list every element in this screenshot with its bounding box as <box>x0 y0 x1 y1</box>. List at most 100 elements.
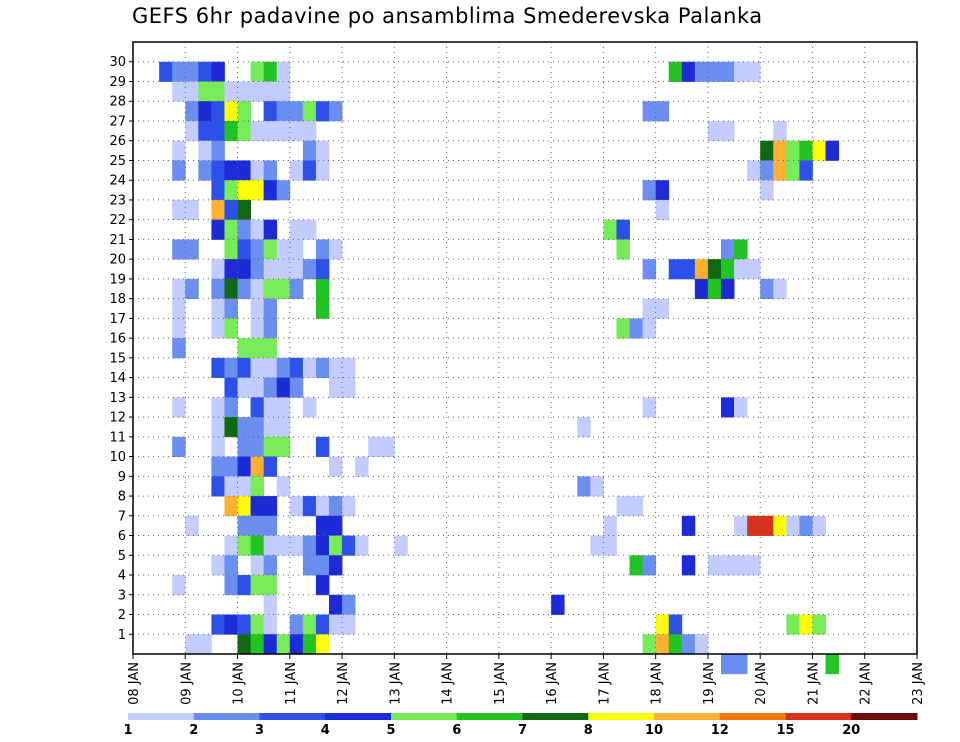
heatmap-cell <box>263 338 278 359</box>
legend-label: 12 <box>711 723 729 738</box>
heatmap-cell <box>812 614 826 635</box>
heatmap-cell <box>289 614 304 635</box>
heatmap-cell <box>289 120 304 142</box>
heatmap-cell <box>211 140 225 161</box>
heatmap-cell <box>302 259 317 280</box>
heatmap-cell <box>224 555 238 576</box>
heatmap-cell <box>289 101 304 122</box>
legend-label: 20 <box>842 723 860 738</box>
heatmap-cell <box>760 160 774 181</box>
heatmap-cell <box>590 476 604 497</box>
heatmap-cell <box>315 436 330 457</box>
legend-swatch <box>128 713 195 720</box>
heatmap-cell <box>276 101 291 122</box>
heatmap-cell <box>734 555 748 576</box>
heatmap-cell <box>577 476 591 497</box>
y-tick-label: 13 <box>109 391 126 406</box>
heatmap-cell <box>342 496 356 517</box>
legend-label: 15 <box>776 723 794 738</box>
heatmap-cell <box>315 101 330 122</box>
heatmap-cell <box>812 515 826 536</box>
heatmap-cell <box>289 496 304 517</box>
heatmap-cell <box>276 180 291 201</box>
heatmap-cell <box>172 239 186 260</box>
y-tick-label: 23 <box>109 193 126 208</box>
heatmap-cell <box>250 614 265 635</box>
x-tick-label: 23 JAN <box>911 662 926 705</box>
y-tick-label: 30 <box>109 55 126 70</box>
heatmap-cell <box>250 120 265 142</box>
heatmap-cell <box>629 555 643 576</box>
heatmap-cell <box>211 476 225 497</box>
heatmap-cell <box>263 101 278 122</box>
heatmap-cell <box>211 298 225 319</box>
legend-swatch <box>719 713 786 720</box>
heatmap-cell <box>224 219 238 240</box>
heatmap-cell <box>263 278 278 300</box>
heatmap-cell <box>237 614 251 635</box>
heatmap-cell <box>760 180 774 201</box>
y-tick-label: 27 <box>109 114 126 129</box>
heatmap-cell <box>642 259 657 280</box>
heatmap-cell <box>250 160 265 181</box>
heatmap-cell <box>655 298 670 319</box>
heatmap-cell <box>263 298 278 319</box>
heatmap-cell <box>355 456 369 477</box>
heatmap-cell <box>237 357 251 379</box>
heatmap-cell <box>773 515 787 536</box>
heatmap-cell <box>172 278 186 300</box>
gridlines <box>133 42 917 654</box>
heatmap-cell <box>172 199 186 221</box>
heatmap-cell <box>342 535 356 556</box>
legend-label: 2 <box>189 723 198 738</box>
heatmap-cell <box>237 575 251 596</box>
heatmap-cell <box>760 515 774 536</box>
heatmap-cell <box>224 318 238 339</box>
heatmap-cell <box>642 555 657 576</box>
heatmap-cell <box>263 575 278 596</box>
heatmap-cell <box>734 239 748 260</box>
heatmap-cell <box>159 61 173 82</box>
heatmap-cell <box>734 61 748 82</box>
heatmap-cell <box>250 575 265 596</box>
heatmap-cell <box>224 278 238 300</box>
y-tick-label: 28 <box>109 95 126 110</box>
heatmap-cell <box>211 199 225 221</box>
heatmap-cell <box>329 555 343 576</box>
heatmap-cell <box>250 180 265 201</box>
heatmap-cell <box>603 515 617 536</box>
plot-frame <box>132 41 918 655</box>
heatmap-cell <box>642 397 657 418</box>
legend-label: 6 <box>452 723 461 738</box>
heatmap-cells <box>159 61 839 675</box>
heatmap-cell <box>329 594 343 615</box>
heatmap-cell <box>198 140 212 161</box>
heatmap-cell <box>329 515 343 536</box>
heatmap-cell <box>211 614 225 635</box>
heatmap-cell <box>721 120 735 142</box>
heatmap-cell <box>276 535 291 556</box>
heatmap-cell <box>315 140 330 161</box>
heatmap-cell <box>302 397 317 418</box>
heatmap-cell <box>302 535 317 556</box>
y-tick-label: 17 <box>109 312 126 327</box>
heatmap-cell <box>721 259 735 280</box>
heatmap-cell <box>315 496 330 517</box>
heatmap-cell <box>681 515 696 536</box>
heatmap-cell <box>302 160 317 181</box>
heatmap-cell <box>224 397 238 418</box>
heatmap-cell <box>668 61 683 82</box>
heatmap-cell <box>263 318 278 339</box>
heatmap-cell <box>329 496 343 517</box>
x-tick-label: 22 JAN <box>859 662 874 705</box>
y-tick-label: 1 <box>118 628 126 643</box>
y-tick-label: 20 <box>109 253 126 268</box>
heatmap-cell <box>707 555 722 576</box>
heatmap-cell <box>329 535 343 556</box>
heatmap-cell <box>237 377 251 398</box>
heatmap-cell <box>250 476 265 497</box>
heatmap-cell <box>224 417 238 438</box>
legend-swatch <box>193 713 260 720</box>
heatmap-cell <box>198 81 212 102</box>
heatmap-cell <box>734 259 748 280</box>
